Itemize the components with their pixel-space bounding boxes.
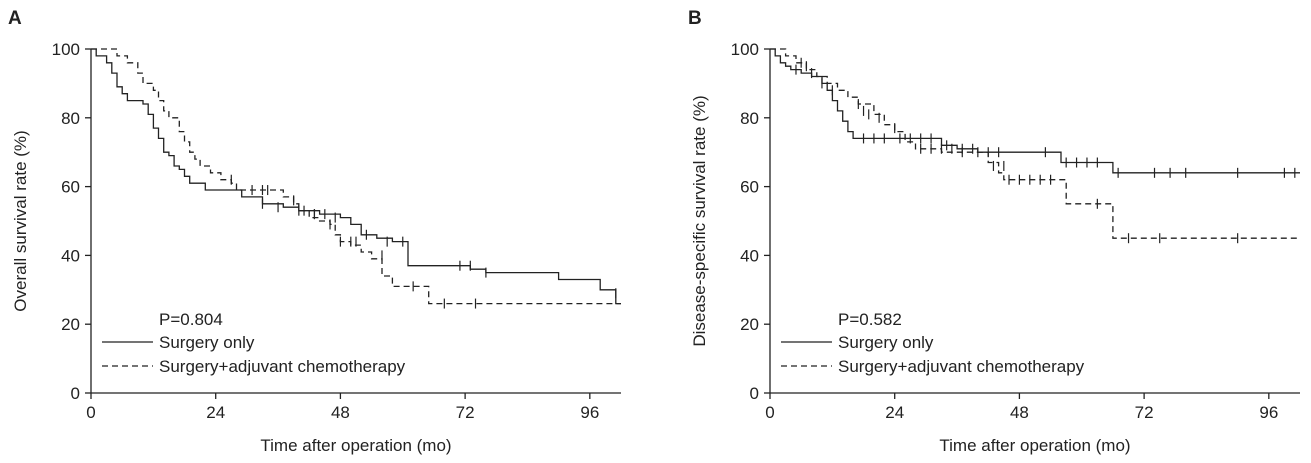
x-tick-label: 24 [885,403,904,422]
y-axis-label: Overall survival rate (%) [11,130,30,311]
legend-label: Surgery+adjuvant chemotherapy [838,357,1085,376]
x-tick-label: 0 [765,403,774,422]
y-axis-label: Disease-specific survival rate (%) [690,95,709,346]
legend-label: Surgery only [838,333,934,352]
y-tick-label: 20 [61,315,80,334]
y-tick-label: 80 [740,109,759,128]
legend-label: Surgery+adjuvant chemotherapy [159,357,406,376]
p-value-label: P=0.804 [159,310,223,329]
panel-b: B 0 20 40 60 80 100 0 24 48 72 96 Time after operati… [688,8,1300,455]
curve-surgery-adjuvant [91,48,621,305]
y-tick-label: 0 [750,384,759,403]
x-tick-label: 72 [456,403,475,422]
y-tick-label: 100 [52,40,80,59]
y-tick-label: 60 [740,178,759,197]
x-tick-label: 24 [206,403,225,422]
panel-letter: A [8,8,22,29]
x-tick-label: 72 [1135,403,1154,422]
x-tick-label: 48 [331,403,350,422]
y-tick-label: 40 [61,246,80,265]
y-tick-label: 100 [731,40,759,59]
y-tick-label: 80 [61,109,80,128]
y-tick-label: 0 [71,384,80,403]
x-tick-label: 96 [580,403,599,422]
x-tick-label: 48 [1010,403,1029,422]
panel-letter: B [688,8,702,29]
curve-surgery-only [91,48,621,305]
y-tick-label: 40 [740,246,759,265]
curve-surgery-adjuvant [770,48,1300,239]
panel-a: A 0 20 40 60 80 100 0 24 48 72 96 Time after operati… [8,8,621,455]
x-axis-label: Time after operation (mo) [939,436,1130,455]
curve-surgery-only [770,48,1300,174]
legend-label: Surgery only [159,333,255,352]
x-tick-label: 96 [1259,403,1278,422]
x-axis-label: Time after operation (mo) [260,436,451,455]
x-tick-label: 0 [86,403,95,422]
y-tick-label: 60 [61,178,80,197]
p-value-label: P=0.582 [838,310,902,329]
y-tick-label: 20 [740,315,759,334]
